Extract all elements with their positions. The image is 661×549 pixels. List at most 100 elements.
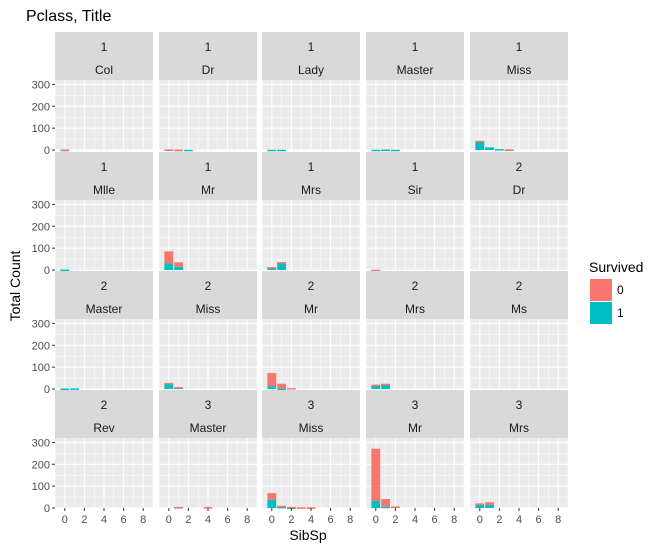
- panel-grid: 1Col01002003001Dr1Lady1Master1Miss1Mlle0…: [32, 32, 569, 526]
- strip-label-pclass: 1: [101, 160, 108, 174]
- bar-survived-0: [381, 499, 391, 507]
- bar-survived-0: [164, 149, 174, 151]
- x-tick-label: 6: [432, 514, 438, 526]
- bar-survived-1: [267, 149, 277, 152]
- strip-label-pclass: 2: [101, 279, 108, 293]
- strip-label-title: Dr: [202, 63, 215, 77]
- strip-label-title: Col: [95, 63, 113, 77]
- facet-panel: 1 Mr: [158, 152, 258, 271]
- y-tick-label: 200: [32, 340, 50, 352]
- bar-survived-0: [267, 267, 277, 269]
- legend-key-1: [590, 302, 612, 324]
- strip-label-title: Mr: [408, 421, 422, 435]
- strip-label-title: Miss: [299, 421, 324, 435]
- strip-label-title: Rev: [93, 421, 114, 435]
- x-tick-label: 0: [373, 514, 379, 526]
- bar-survived-1: [485, 147, 495, 150]
- strip-label-pclass: 2: [516, 279, 523, 293]
- x-tick-label: 6: [225, 514, 231, 526]
- facet-strip: [55, 390, 153, 438]
- bar-survived-1: [381, 506, 391, 509]
- facet-panel: 3 Mr 0 2 4 6 8: [365, 390, 465, 526]
- facet-strip: [262, 32, 360, 80]
- facet-panel: 2 Ms: [469, 271, 569, 390]
- facet-strip: [159, 152, 257, 200]
- chart-title: Pclass, Title: [26, 8, 111, 25]
- strip-label-title: Mr: [201, 183, 215, 197]
- bar-survived-0: [371, 448, 381, 501]
- y-tick-label: 300: [32, 199, 50, 211]
- y-tick-label: 200: [32, 221, 50, 233]
- strip-label-title: Miss: [196, 302, 221, 316]
- facet-panel: 1 Col 0 100 200 300: [32, 32, 154, 157]
- bar-survived-1: [381, 149, 391, 152]
- x-tick-label: 8: [347, 514, 353, 526]
- facet-strip: [470, 271, 568, 319]
- strip-label-pclass: 3: [308, 398, 315, 412]
- bar-survived-1: [267, 267, 277, 270]
- legend-label-0: 0: [617, 283, 624, 297]
- strip-label-pclass: 3: [516, 398, 523, 412]
- facet-strip: [470, 152, 568, 200]
- x-tick-label: 6: [121, 514, 127, 526]
- facet-strip: [366, 152, 464, 200]
- strip-label-title: Mr: [304, 302, 318, 316]
- bar-survived-1: [485, 504, 495, 508]
- facet-strip: [262, 152, 360, 200]
- strip-label-pclass: 3: [412, 398, 419, 412]
- bar-survived-1: [267, 386, 277, 389]
- bar-survived-1: [277, 149, 287, 152]
- y-axis-title: Total Count: [7, 250, 23, 321]
- bar-survived-1: [494, 149, 504, 151]
- strip-label-title: Lady: [298, 63, 324, 77]
- facet-panel: 3 Mrs 0 2 4 6 8: [469, 390, 569, 526]
- x-tick-label: 4: [412, 514, 418, 526]
- bar-survived-0: [381, 383, 391, 386]
- y-tick-label: 0: [44, 145, 50, 157]
- facet-panel: 1 Mlle 0 100 200 300: [32, 152, 154, 277]
- strip-label-pclass: 2: [308, 279, 315, 293]
- bar-survived-1: [164, 263, 174, 270]
- bar-survived-0: [371, 269, 381, 272]
- bar-survived-1: [277, 506, 287, 509]
- x-tick-label: 4: [101, 514, 107, 526]
- y-tick-label: 0: [44, 265, 50, 277]
- strip-label-title: Sir: [408, 183, 423, 197]
- strip-label-title: Master: [190, 421, 227, 435]
- facet-strip: [366, 271, 464, 319]
- bar-survived-1: [60, 388, 70, 391]
- bar-survived-1: [475, 141, 485, 150]
- strip-label-title: Ms: [511, 302, 527, 316]
- facet-strip: [159, 390, 257, 438]
- y-tick-label: 300: [32, 437, 50, 449]
- facet-panel: 2 Miss: [158, 271, 258, 390]
- x-tick-label: 4: [308, 514, 314, 526]
- x-tick-label: 0: [166, 514, 172, 526]
- facet-strip: [55, 152, 153, 200]
- legend-label-1: 1: [617, 306, 624, 320]
- x-tick-label: 6: [328, 514, 334, 526]
- bar-survived-0: [390, 506, 400, 508]
- x-tick-label: 0: [62, 514, 68, 526]
- strip-label-title: Miss: [507, 63, 532, 77]
- facet-panel: 1 Master: [365, 32, 465, 152]
- x-tick-label: 0: [269, 514, 275, 526]
- bar-survived-0: [267, 493, 277, 500]
- facet-panel: 3 Master 0 2 4 6 8: [158, 390, 258, 526]
- bar-survived-0: [174, 506, 184, 509]
- strip-label-title: Mrs: [405, 302, 425, 316]
- strip-label-pclass: 2: [412, 279, 419, 293]
- bar-survived-1: [371, 385, 381, 389]
- facet-panel: 2 Master 0 100 200 300: [32, 271, 154, 396]
- x-tick-label: 2: [392, 514, 398, 526]
- x-tick-label: 8: [244, 514, 250, 526]
- facet-strip: [366, 32, 464, 80]
- bar-survived-0: [203, 506, 213, 509]
- bar-survived-1: [164, 383, 174, 389]
- y-tick-label: 100: [32, 362, 50, 374]
- bar-survived-0: [267, 373, 277, 387]
- bar-survived-0: [277, 505, 287, 508]
- x-tick-label: 2: [288, 514, 294, 526]
- facet-panel: 2 Dr: [469, 152, 569, 271]
